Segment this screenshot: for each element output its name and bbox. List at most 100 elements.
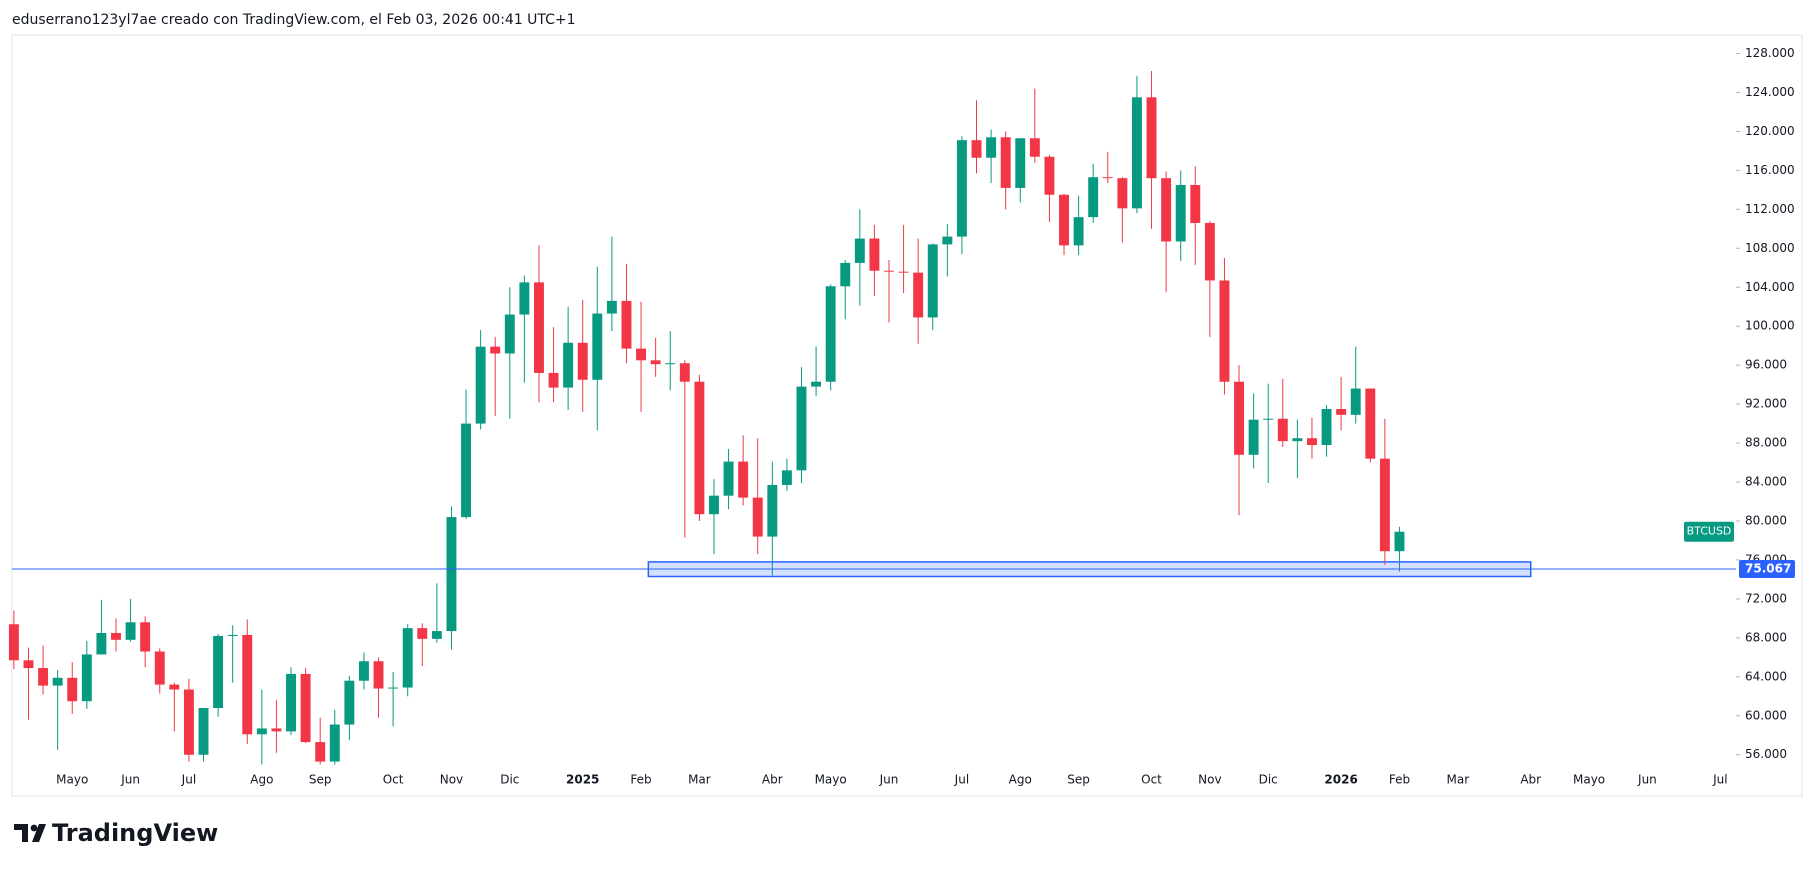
candle-body (490, 346, 501, 354)
hline-label: 75.067 (1745, 562, 1791, 576)
x-tick-label: Nov (1198, 773, 1221, 787)
candle-body (1365, 388, 1376, 459)
candle-body (679, 363, 690, 382)
candle-body (709, 495, 719, 515)
logo-icon (14, 824, 46, 842)
brand-name: TradingView (52, 819, 218, 847)
hline-label-box (1739, 560, 1795, 579)
candle-body (1336, 408, 1347, 415)
candle-body (694, 381, 705, 515)
candle-body (417, 628, 428, 639)
candle-body (402, 628, 413, 688)
candle-body (1277, 418, 1288, 442)
candle-body (1059, 194, 1069, 246)
candle-body (563, 342, 574, 388)
y-tick-label: 80.000 (1745, 514, 1787, 528)
y-tick-label: 60.000 (1745, 708, 1787, 722)
candle-body (913, 272, 924, 318)
y-tick-label: 120.000 (1745, 124, 1795, 138)
candle-body (1234, 381, 1244, 455)
candle-body (942, 236, 953, 245)
candle-body (1219, 280, 1230, 382)
candle-body (577, 342, 588, 380)
symbol-label-box (1684, 521, 1734, 542)
candle-body (1015, 138, 1026, 188)
candle-body (1175, 184, 1186, 242)
y-tick-label: 116.000 (1745, 163, 1795, 177)
logo-dot (30, 824, 38, 832)
x-tick-label: Ago (250, 773, 273, 787)
candle-body (811, 381, 822, 387)
candle-body (884, 270, 894, 272)
y-tick-label: 100.000 (1745, 319, 1795, 333)
y-tick-label: 92.000 (1745, 397, 1787, 411)
candle-body (1190, 184, 1201, 223)
candle-body (23, 660, 34, 669)
candle-body (52, 677, 63, 686)
candle-body (636, 348, 647, 361)
x-tick-label: Ago (1009, 773, 1032, 787)
y-tick-label: 72.000 (1745, 591, 1787, 605)
candle-body (111, 633, 121, 640)
candle-body (825, 286, 836, 382)
candle-body (504, 314, 515, 354)
candle-body (781, 470, 792, 485)
symbol-label: BTCUSD (1687, 525, 1732, 538)
candle-body (67, 677, 78, 702)
brand-logo: TradingView (14, 819, 218, 847)
candle-body (81, 654, 92, 702)
candle-body (1307, 438, 1317, 446)
candle-body (461, 423, 471, 518)
x-tick-label: Mar (688, 773, 711, 787)
candle-body (650, 360, 661, 365)
x-tick-label: Jun (1637, 773, 1657, 787)
chart-frame (11, 34, 1803, 797)
candle-body (8, 624, 19, 661)
x-tick-label: 2025 (566, 773, 599, 787)
candle-body (1204, 222, 1215, 281)
candle-body (154, 651, 165, 685)
y-tick-label: 64.000 (1745, 669, 1787, 683)
candle-body (971, 140, 982, 158)
x-tick-label: 2026 (1324, 773, 1357, 787)
y-tick-label: 128.000 (1745, 46, 1795, 60)
x-tick-label: Jun (879, 773, 899, 787)
x-tick-label: Mayo (56, 773, 88, 787)
x-tick-label: Jul (181, 773, 196, 787)
candle-body (1248, 419, 1259, 455)
candle-body (1379, 458, 1390, 552)
candle-body (183, 689, 194, 755)
candle-body (738, 461, 749, 498)
x-tick-label: Jul (954, 773, 969, 787)
candle-body (1321, 408, 1332, 446)
candle-body (840, 262, 851, 287)
candle-body (271, 728, 282, 732)
candle-body (898, 271, 909, 273)
candle-body (1394, 531, 1405, 552)
x-tick-label: Jul (1712, 773, 1727, 787)
x-tick-label: Jun (120, 773, 140, 787)
candle-body (1146, 97, 1157, 179)
candle-body (796, 386, 807, 471)
x-tick-label: Dic (500, 773, 519, 787)
y-tick-label: 108.000 (1745, 241, 1795, 255)
candle-body (927, 244, 938, 318)
candle-body (1044, 156, 1055, 195)
candle-body (592, 313, 603, 380)
candle-body (1088, 177, 1099, 218)
y-tick-label: 104.000 (1745, 280, 1795, 294)
candle-body (286, 673, 296, 732)
candle-body (358, 661, 369, 681)
x-tick-label: Oct (383, 773, 404, 787)
candle-body (256, 728, 267, 735)
y-tick-label: 112.000 (1745, 202, 1795, 216)
x-tick-label: Oct (1141, 773, 1162, 787)
x-tick-label: Dic (1259, 773, 1278, 787)
x-tick-label: Abr (762, 773, 783, 787)
candle-body (373, 661, 384, 689)
y-tick-label: 124.000 (1745, 85, 1795, 99)
candle-body (1292, 438, 1303, 442)
x-tick-label: Sep (1067, 773, 1090, 787)
candle-body (1117, 178, 1128, 209)
